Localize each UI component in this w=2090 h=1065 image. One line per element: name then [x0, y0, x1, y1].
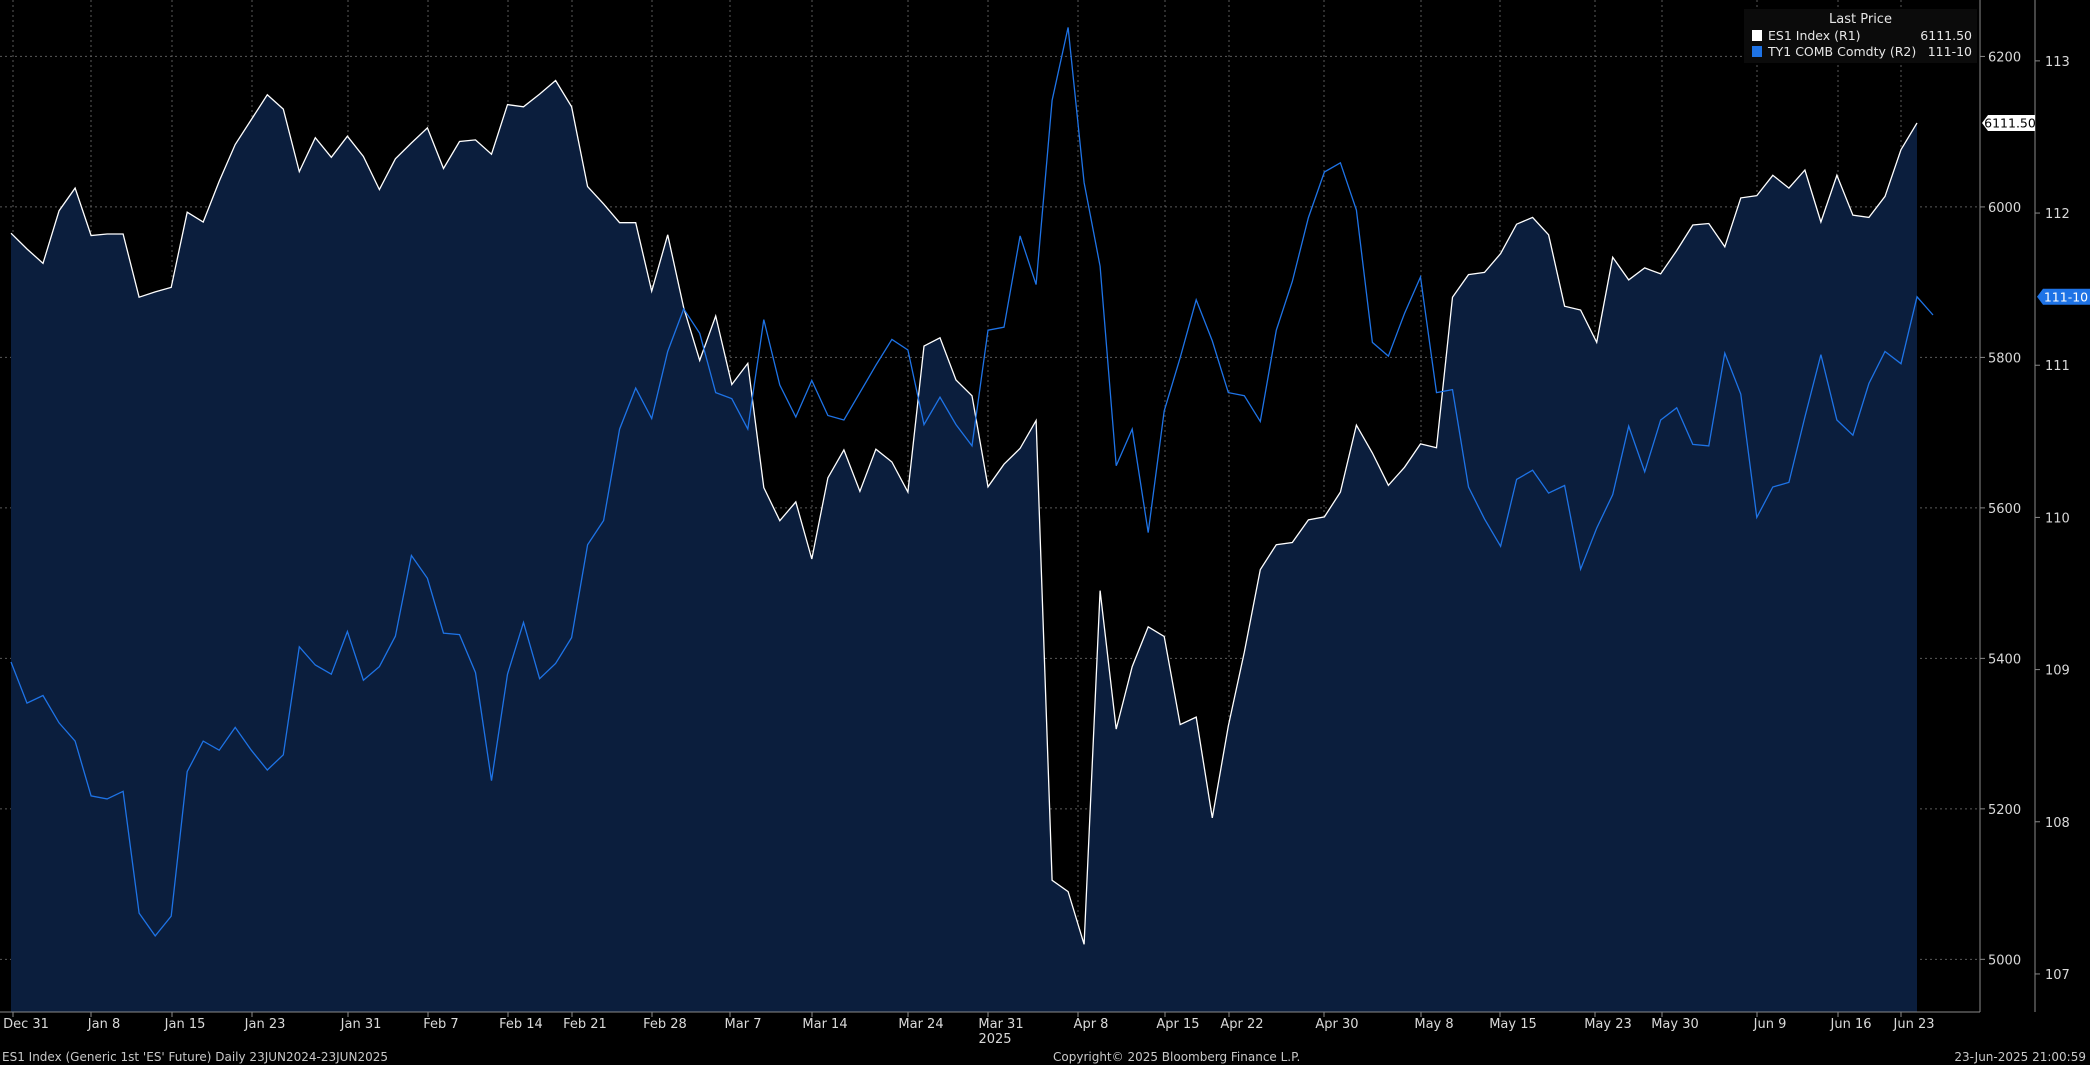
legend-series-value: 111-10: [1927, 44, 1972, 59]
x-tick-label: Apr 15: [1156, 1017, 1199, 1032]
r2-tick-label: 109: [2045, 664, 2070, 679]
r2-tick-label: 108: [2045, 816, 2070, 831]
x-tick-label: Apr 8: [1074, 1017, 1109, 1032]
r2-tick-label: 112: [2045, 207, 2070, 222]
x-tick-label: May 15: [1489, 1017, 1537, 1032]
r2-tick-label: 111: [2045, 359, 2070, 374]
r1-tick-label: 5000: [1988, 953, 2021, 968]
legend-swatch-es1: [1752, 30, 1762, 41]
x-tick-label: Jun 23: [1893, 1017, 1935, 1032]
x-tick-label: Feb 28: [643, 1017, 687, 1032]
r2-tick-label: 113: [2045, 55, 2070, 70]
r1-tick-label: 6000: [1988, 201, 2021, 216]
x-tick-label: Jan 23: [244, 1017, 286, 1032]
ty1-line: [10, 27, 1934, 937]
x-tick-label: Feb 7: [423, 1017, 458, 1032]
legend-row-ty1: TY1 COMB Comdty (R2) 111-10: [1752, 44, 1972, 60]
es1-series-line: [10, 79, 1918, 945]
es1-area: [11, 80, 1917, 1012]
x-tick-label: Feb 21: [563, 1017, 607, 1032]
es1-last-value-marker: [1982, 115, 2035, 132]
x-tick-label: Mar 7: [725, 1017, 762, 1032]
x-tick-label: Feb 14: [499, 1017, 543, 1032]
x-year-label: 2025: [978, 1032, 1011, 1047]
legend-series-name: ES1 Index (R1): [1768, 28, 1861, 43]
legend-row-es1: ES1 Index (R1) 6111.50: [1752, 28, 1972, 44]
ty1-series-line: [10, 27, 1934, 937]
x-tick-label: Mar 14: [802, 1017, 847, 1032]
es1-last-value-label: 6111.50: [1984, 116, 2036, 131]
x-tick-label: Mar 24: [898, 1017, 943, 1032]
footer-security-description: ES1 Index (Generic 1st 'ES' Future) Dail…: [2, 1050, 388, 1064]
last-value-labels: 6111.50 111-10: [1982, 115, 2090, 305]
legend-title: Last Price: [1829, 12, 1892, 27]
legend-series-name: TY1 COMB Comdty (R2): [1768, 44, 1917, 59]
x-axis-ticks: Dec 31 Jan 8 Jan 15 Jan 23 Jan 31 Feb 7 Feb 14…: [3, 1012, 1935, 1047]
x-tick-label: May 30: [1651, 1017, 1699, 1032]
x-tick-label: Apr 30: [1315, 1017, 1358, 1032]
x-tick-label: Jan 15: [164, 1017, 206, 1032]
es1-line: [10, 79, 1918, 945]
chart-legend: Last Price ES1 Index (R1) 6111.50 TY1 CO…: [1744, 9, 1977, 63]
es1-area-fill: [11, 80, 1917, 1012]
x-tick-label: May 23: [1584, 1017, 1632, 1032]
chart-axes: [0, 0, 2036, 1013]
right-axis-r1-ticks: 5000 5200 5400 5600 5800 6000 6200: [1980, 50, 2021, 968]
ty1-last-value-label: 111-10: [2044, 289, 2088, 304]
x-tick-label: Dec 31: [3, 1017, 49, 1032]
x-tick-label: Jan 8: [87, 1017, 120, 1032]
footer-copyright: Copyright© 2025 Bloomberg Finance L.P.: [1053, 1050, 1301, 1064]
x-tick-label: Apr 22: [1220, 1017, 1263, 1032]
r2-tick-label: 110: [2045, 511, 2070, 526]
x-tick-label: Jun 16: [1830, 1017, 1872, 1032]
x-tick-label: Jun 9: [1753, 1017, 1787, 1032]
x-tick-label: Mar 31: [978, 1017, 1023, 1032]
r2-tick-label: 107: [2045, 968, 2070, 983]
ty1-last-value-marker: [2037, 288, 2090, 305]
r1-tick-label: 6200: [1988, 50, 2021, 65]
x-tick-label: May 8: [1414, 1017, 1453, 1032]
x-tick-label: Jan 31: [340, 1017, 382, 1032]
r1-tick-label: 5400: [1988, 652, 2021, 667]
r1-tick-label: 5600: [1988, 502, 2021, 517]
r1-tick-label: 5800: [1988, 351, 2021, 366]
legend-series-value: 6111.50: [1920, 28, 1972, 43]
right-axis-r2-ticks: 107 108 109 110 111 112 113: [2035, 55, 2070, 983]
legend-swatch-ty1: [1752, 46, 1762, 57]
footer-timestamp: 23-Jun-2025 21:00:59: [1954, 1050, 2086, 1064]
r1-tick-label: 5200: [1988, 803, 2021, 818]
